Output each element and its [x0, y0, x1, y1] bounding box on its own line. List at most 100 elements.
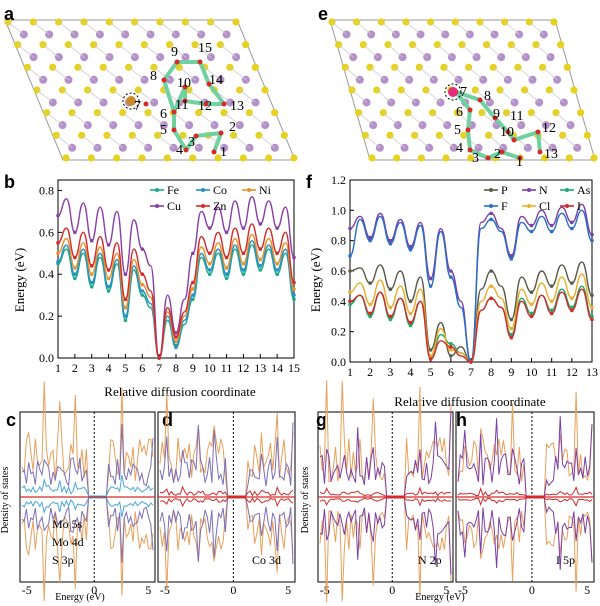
site-marker: [485, 155, 491, 161]
dos-x-tick-label: 5: [145, 583, 151, 597]
x-tick-label: 3: [89, 361, 95, 375]
data-point: [529, 223, 534, 228]
data-point: [388, 241, 393, 246]
site-number-e: 5: [454, 123, 461, 138]
sulfur-atom: [103, 131, 111, 139]
y-tick-label: 1.0: [331, 203, 346, 217]
site-number-a: 14: [209, 73, 223, 88]
dos-curve-up: [21, 381, 154, 497]
sulfur-atom: [245, 109, 253, 117]
dos-curve-up: [319, 486, 452, 497]
bond: [157, 135, 174, 149]
dos-x-tick-label: 5: [285, 583, 291, 597]
legend-co3d: Co 3d: [252, 553, 281, 567]
site-marker: [182, 84, 188, 90]
site-marker: [161, 77, 167, 83]
data-point: [207, 272, 212, 277]
bond: [535, 44, 551, 58]
dos-x-tick-label: 5: [584, 583, 590, 597]
dos-curve-down: [319, 497, 452, 575]
sulfur-atom: [138, 154, 146, 162]
bond: [331, 21, 347, 35]
bond: [345, 67, 361, 81]
data-point: [509, 254, 514, 258]
data-point: [224, 276, 229, 281]
bond: [401, 89, 417, 103]
sulfur-atom: [417, 154, 425, 162]
bond: [369, 67, 385, 81]
bond: [493, 67, 509, 81]
data-point: [489, 211, 493, 216]
bond: [122, 112, 139, 126]
bond: [529, 21, 545, 35]
data-point: [89, 285, 94, 289]
bond: [562, 135, 578, 149]
bond: [381, 21, 397, 35]
bond: [33, 21, 50, 35]
bond: [128, 67, 145, 81]
site-marker: [511, 137, 517, 143]
y-tick-label: 0.8: [331, 234, 346, 248]
data-point: [489, 269, 493, 273]
bond: [179, 67, 196, 81]
data-point: [140, 272, 145, 277]
sulfur-atom: [550, 18, 558, 26]
data-point: [275, 272, 279, 277]
data-point: [348, 302, 352, 307]
bond: [233, 135, 250, 149]
y-tick-label: 0.0: [331, 355, 346, 369]
data-point: [388, 287, 393, 292]
data-point: [529, 311, 534, 316]
bond: [109, 21, 126, 35]
data-point: [258, 264, 263, 268]
dopant-atom-e: [448, 87, 458, 97]
site-marker: [465, 127, 471, 133]
legend-mo4d: Mo 4d: [52, 535, 84, 549]
series-line-cu: [57, 196, 295, 359]
data-point: [368, 311, 372, 316]
bond: [414, 135, 430, 149]
data-point: [549, 311, 554, 316]
data-point: [224, 272, 229, 277]
data-point: [73, 255, 77, 260]
legend-label: Cl: [539, 199, 551, 213]
dos-x-tick-label: -5: [320, 583, 330, 597]
x-tick-label: 5: [122, 361, 128, 375]
x-tick-label: 7: [468, 365, 474, 379]
data-point: [469, 360, 473, 364]
data-point: [549, 308, 554, 313]
dos-curve-down: [21, 497, 154, 601]
sulfur-atom: [236, 86, 244, 94]
bond: [185, 21, 202, 35]
data-point: [207, 268, 212, 272]
data-point: [174, 343, 178, 348]
site-marker: [221, 101, 227, 107]
site-number-e: 2: [494, 147, 501, 162]
data-point: [348, 226, 352, 231]
site-marker: [535, 129, 541, 135]
sulfur-atom: [87, 154, 95, 162]
x-tick-label: 1: [347, 365, 353, 379]
bond: [169, 44, 186, 58]
site-number-e: 11: [510, 109, 523, 124]
data-point: [570, 308, 574, 313]
bond: [463, 135, 479, 149]
x-tick-label: 11: [546, 365, 558, 379]
data-point: [275, 251, 279, 256]
site-number-e: 10: [500, 125, 514, 140]
bond: [439, 135, 455, 149]
x-tick-label: 6: [448, 365, 454, 379]
chart-f-ylabel: Energy (eV): [308, 248, 323, 312]
data-point: [408, 323, 413, 328]
site-marker: [171, 127, 177, 133]
dos-x-tick-label: -5: [458, 583, 468, 597]
legend-marker: [201, 188, 205, 192]
sulfur-atom: [557, 41, 565, 49]
data-point: [388, 238, 393, 243]
data-point: [106, 289, 111, 293]
sulfur-atom: [140, 41, 148, 49]
dos-curve-up: [159, 485, 294, 497]
site-number-a: 7: [134, 99, 141, 114]
